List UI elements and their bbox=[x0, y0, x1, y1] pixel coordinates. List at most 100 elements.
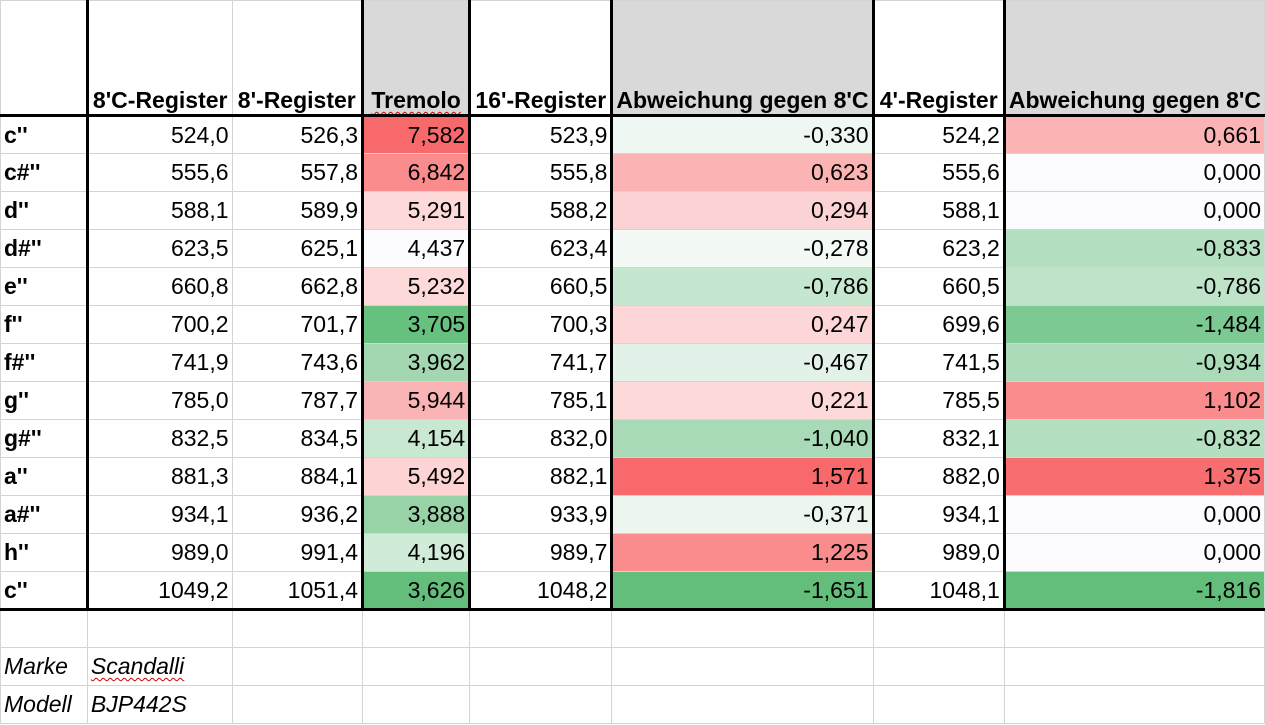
empty-cell[interactable] bbox=[872, 609, 1005, 648]
cell-16-register[interactable]: 588,2 bbox=[468, 191, 613, 230]
cell-8-register[interactable]: 589,9 bbox=[231, 191, 364, 230]
cell-4-register[interactable]: 699,6 bbox=[872, 305, 1005, 344]
cell-4-register[interactable]: 588,1 bbox=[872, 191, 1005, 230]
cell-8-register[interactable]: 557,8 bbox=[231, 153, 364, 192]
cell-8-register[interactable]: 834,5 bbox=[231, 419, 364, 458]
cell-8-register[interactable]: 884,1 bbox=[231, 457, 364, 496]
cell-8c-register[interactable]: 588,1 bbox=[85, 191, 233, 230]
empty-cell[interactable] bbox=[86, 609, 233, 648]
empty-cell[interactable] bbox=[0, 609, 88, 648]
cell-deviation-16[interactable]: -1,651 bbox=[610, 571, 875, 611]
note-cell[interactable]: f#'' bbox=[0, 343, 88, 382]
cell-16-register[interactable]: 785,1 bbox=[468, 381, 613, 420]
cell-4-register[interactable]: 741,5 bbox=[872, 343, 1005, 382]
cell-deviation-16[interactable]: -0,786 bbox=[610, 267, 875, 306]
cell-8c-register[interactable]: 524,0 bbox=[85, 115, 233, 154]
note-cell[interactable]: c'' bbox=[0, 115, 88, 154]
cell-4-register[interactable]: 785,5 bbox=[872, 381, 1005, 420]
cell-tremolo[interactable]: 7,582 bbox=[361, 115, 471, 154]
cell-tremolo[interactable]: 5,232 bbox=[361, 267, 471, 306]
cell-16-register[interactable]: 660,5 bbox=[468, 267, 613, 306]
cell-deviation-16[interactable]: -0,278 bbox=[610, 229, 875, 268]
cell-4-register[interactable]: 524,2 bbox=[872, 115, 1005, 154]
model-row-value[interactable]: BJP442S bbox=[86, 685, 233, 724]
cell-deviation-4[interactable]: 0,000 bbox=[1002, 495, 1265, 534]
cell-8c-register[interactable]: 934,1 bbox=[85, 495, 233, 534]
empty-cell[interactable] bbox=[469, 685, 613, 724]
cell-deviation-16[interactable]: -0,467 bbox=[610, 343, 875, 382]
empty-cell[interactable] bbox=[362, 647, 471, 686]
cell-8c-register[interactable]: 1049,2 bbox=[85, 571, 233, 611]
cell-16-register[interactable]: 741,7 bbox=[468, 343, 613, 382]
cell-16-register[interactable]: 989,7 bbox=[468, 533, 613, 572]
cell-4-register[interactable]: 1048,1 bbox=[872, 571, 1005, 611]
cell-deviation-4[interactable]: 1,375 bbox=[1002, 457, 1265, 496]
empty-cell[interactable] bbox=[231, 609, 364, 648]
cell-deviation-16[interactable]: 0,247 bbox=[610, 305, 875, 344]
note-cell[interactable]: d#'' bbox=[0, 229, 88, 268]
cell-8c-register[interactable]: 881,3 bbox=[85, 457, 233, 496]
cell-tremolo[interactable]: 5,492 bbox=[361, 457, 471, 496]
cell-deviation-16[interactable]: 0,294 bbox=[610, 191, 875, 230]
cell-deviation-4[interactable]: 0,661 bbox=[1002, 115, 1265, 154]
note-cell[interactable]: e'' bbox=[0, 267, 88, 306]
note-cell[interactable]: h'' bbox=[0, 533, 88, 572]
cell-tremolo[interactable]: 3,705 bbox=[361, 305, 471, 344]
cell-tremolo[interactable]: 4,437 bbox=[361, 229, 471, 268]
cell-8c-register[interactable]: 660,8 bbox=[85, 267, 233, 306]
header-8-register[interactable]: 8'-Register bbox=[231, 0, 364, 117]
cell-deviation-4[interactable]: -0,832 bbox=[1002, 419, 1265, 458]
cell-8-register[interactable]: 1051,4 bbox=[231, 571, 364, 611]
cell-4-register[interactable]: 882,0 bbox=[872, 457, 1005, 496]
brand-row-label[interactable]: Marke bbox=[0, 647, 88, 686]
cell-deviation-4[interactable]: 1,102 bbox=[1002, 381, 1265, 420]
cell-16-register[interactable]: 832,0 bbox=[468, 419, 613, 458]
cell-16-register[interactable]: 523,9 bbox=[468, 115, 613, 154]
note-cell[interactable]: f'' bbox=[0, 305, 88, 344]
empty-cell[interactable] bbox=[1003, 647, 1265, 686]
header-8c-register[interactable]: 8'C-Register bbox=[85, 0, 233, 117]
empty-cell[interactable] bbox=[362, 685, 471, 724]
empty-cell[interactable] bbox=[231, 685, 364, 724]
cell-8-register[interactable]: 662,8 bbox=[231, 267, 364, 306]
note-cell[interactable]: g#'' bbox=[0, 419, 88, 458]
cell-8-register[interactable]: 701,7 bbox=[231, 305, 364, 344]
cell-16-register[interactable]: 1048,2 bbox=[468, 571, 613, 611]
empty-cell[interactable] bbox=[469, 647, 613, 686]
brand-row-value[interactable]: Scandalli bbox=[86, 647, 233, 686]
cell-4-register[interactable]: 934,1 bbox=[872, 495, 1005, 534]
empty-cell[interactable] bbox=[611, 685, 874, 724]
header-4-register[interactable]: 4'-Register bbox=[872, 0, 1005, 117]
note-cell[interactable]: c'' bbox=[0, 571, 88, 611]
cell-16-register[interactable]: 882,1 bbox=[468, 457, 613, 496]
cell-8-register[interactable]: 625,1 bbox=[231, 229, 364, 268]
cell-deviation-4[interactable]: 0,000 bbox=[1002, 191, 1265, 230]
cell-tremolo[interactable]: 4,154 bbox=[361, 419, 471, 458]
cell-deviation-16[interactable]: 0,623 bbox=[610, 153, 875, 192]
cell-deviation-16[interactable]: 0,221 bbox=[610, 381, 875, 420]
empty-cell[interactable] bbox=[872, 685, 1005, 724]
cell-deviation-16[interactable]: 1,225 bbox=[610, 533, 875, 572]
header-deviation-16[interactable]: Abweichung gegen 8'C bbox=[610, 0, 875, 117]
cell-deviation-16[interactable]: -0,330 bbox=[610, 115, 875, 154]
cell-8c-register[interactable]: 785,0 bbox=[85, 381, 233, 420]
cell-deviation-16[interactable]: -0,371 bbox=[610, 495, 875, 534]
cell-4-register[interactable]: 989,0 bbox=[872, 533, 1005, 572]
empty-cell[interactable] bbox=[1003, 609, 1265, 648]
empty-cell[interactable] bbox=[611, 647, 874, 686]
cell-4-register[interactable]: 832,1 bbox=[872, 419, 1005, 458]
cell-4-register[interactable]: 660,5 bbox=[872, 267, 1005, 306]
cell-deviation-4[interactable]: -0,833 bbox=[1002, 229, 1265, 268]
cell-tremolo[interactable]: 3,962 bbox=[361, 343, 471, 382]
empty-cell[interactable] bbox=[362, 609, 471, 648]
note-cell[interactable]: a'' bbox=[0, 457, 88, 496]
empty-cell[interactable] bbox=[611, 609, 874, 648]
cell-deviation-4[interactable]: 0,000 bbox=[1002, 533, 1265, 572]
header-16-register[interactable]: 16'-Register bbox=[468, 0, 613, 117]
cell-tremolo[interactable]: 5,291 bbox=[361, 191, 471, 230]
note-cell[interactable]: a#'' bbox=[0, 495, 88, 534]
cell-8c-register[interactable]: 700,2 bbox=[85, 305, 233, 344]
cell-deviation-16[interactable]: 1,571 bbox=[610, 457, 875, 496]
cell-8c-register[interactable]: 555,6 bbox=[85, 153, 233, 192]
cell-8-register[interactable]: 991,4 bbox=[231, 533, 364, 572]
